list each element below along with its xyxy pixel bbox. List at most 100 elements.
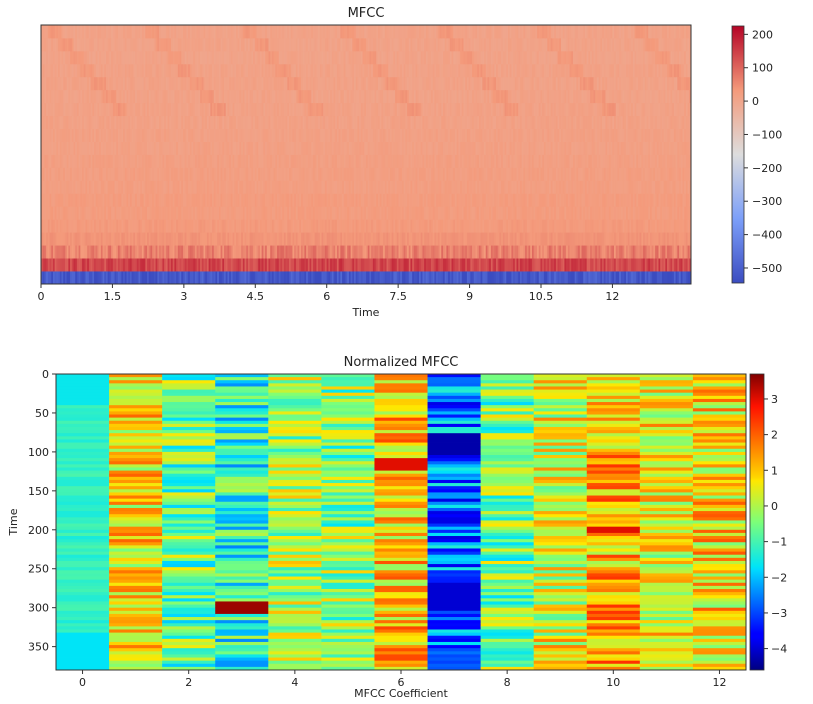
mfcc-chart: MFCC 0 1.5 3 4.5 6 7.5 9 10.5 12 Time 2001000−10…	[38, 6, 783, 319]
mfcc-cell	[350, 232, 353, 246]
mfcc-cell	[165, 219, 168, 233]
mfcc-cell	[265, 219, 268, 233]
mfcc-cell	[537, 245, 540, 259]
mfcc-cell	[475, 232, 478, 246]
mfcc-cell	[581, 258, 584, 272]
mfcc-cell	[135, 258, 138, 272]
mfcc-cell	[287, 258, 290, 272]
mfcc-cell	[63, 128, 66, 142]
mfcc-cell	[533, 154, 536, 168]
mfcc-cell	[99, 206, 102, 220]
mfcc-cell	[203, 245, 206, 259]
mfcc-cell	[324, 167, 328, 181]
mfcc-cell	[410, 128, 413, 142]
mfcc-cell	[78, 258, 81, 272]
mfcc-cell	[415, 271, 418, 285]
mfcc-cell	[280, 193, 283, 207]
mfcc-cell	[87, 141, 90, 155]
mfcc-cell	[596, 258, 600, 272]
mfcc-cell	[451, 128, 454, 142]
mfcc-cell	[574, 193, 577, 207]
mfcc-cell	[410, 232, 413, 246]
mfcc-cell	[636, 206, 639, 220]
mfcc-cell	[615, 271, 618, 285]
mfcc-cell	[487, 193, 490, 207]
mfcc-cell	[487, 141, 490, 155]
mfcc-cell	[169, 115, 172, 129]
mfcc-cell	[383, 115, 386, 129]
mfcc-cell	[121, 115, 124, 129]
mfcc-cell	[247, 154, 251, 168]
mfcc-cell	[153, 180, 156, 194]
mfcc-cell	[562, 154, 565, 168]
mfcc-cell	[514, 245, 517, 259]
mfcc-cell	[157, 245, 160, 259]
mfcc-cell	[333, 180, 336, 194]
mfcc-cell	[535, 271, 538, 285]
mfcc-cell	[58, 245, 61, 259]
mfcc-cell	[355, 271, 358, 285]
mfcc-cell	[47, 258, 50, 272]
mfcc-cell	[46, 232, 49, 246]
mfcc-cell	[561, 245, 564, 259]
mfcc-cell	[595, 180, 598, 194]
mfcc-cell	[326, 167, 329, 181]
mfcc-cell	[314, 115, 317, 129]
mfcc-cell	[665, 271, 668, 285]
mfcc-cell	[225, 206, 228, 220]
mfcc-cell	[350, 219, 353, 233]
mfcc-cell	[506, 245, 509, 259]
mfcc-cell	[311, 258, 314, 272]
mfcc-cell	[567, 193, 570, 207]
mfcc-cell	[507, 206, 511, 220]
mfcc-cell	[526, 271, 529, 285]
mfcc-cell	[210, 232, 213, 246]
mfcc-cell	[277, 258, 280, 272]
mfcc-cell	[71, 115, 74, 129]
mfcc-cell	[403, 180, 406, 194]
mfcc-cell	[637, 245, 641, 259]
mfcc-cell	[114, 232, 117, 246]
mfcc-cell	[518, 167, 521, 181]
mfcc-cell	[384, 141, 387, 155]
mfcc-cell	[155, 128, 158, 142]
mfcc-cell	[85, 115, 88, 129]
mfcc-cell	[410, 219, 413, 233]
mfcc-cell	[388, 167, 391, 181]
mfcc-cell	[484, 206, 487, 220]
mfcc-cell	[497, 180, 500, 194]
mfcc-cell	[135, 271, 138, 285]
mfcc-cell	[460, 219, 463, 233]
mfcc-cell	[157, 219, 160, 233]
mfcc-cell	[164, 128, 167, 142]
mfcc-cell	[208, 271, 211, 285]
mfcc-cell	[675, 154, 678, 168]
mfcc-cell	[526, 141, 529, 155]
mfcc-cell	[59, 128, 62, 142]
mfcc-cell	[545, 154, 548, 168]
mfcc-cell	[468, 271, 471, 285]
mfcc-cell	[196, 271, 199, 285]
mfcc-cell	[598, 128, 601, 142]
mfcc-cell	[437, 115, 440, 129]
mfcc-cell	[335, 141, 338, 155]
mfcc-cell	[624, 258, 627, 272]
mfcc-cell	[244, 258, 247, 272]
mfcc-cell	[586, 128, 589, 142]
mfcc-cell	[477, 219, 480, 233]
mfcc-cell	[311, 128, 314, 142]
mfcc-cell	[254, 193, 257, 207]
mfcc-cell	[88, 128, 91, 142]
mfcc-cell	[442, 128, 446, 142]
mfcc-cell	[631, 154, 634, 168]
mfcc-cell	[215, 167, 218, 181]
mfcc-cell	[124, 180, 127, 194]
mfcc-cell	[627, 232, 630, 246]
mfcc-cell	[584, 232, 588, 246]
mfcc-cell	[143, 258, 146, 272]
mfcc-cell	[352, 232, 355, 246]
mfcc-cell	[643, 180, 646, 194]
mfcc-cell	[453, 154, 456, 168]
mfcc-cell	[182, 180, 186, 194]
mfcc-cell	[653, 180, 656, 194]
